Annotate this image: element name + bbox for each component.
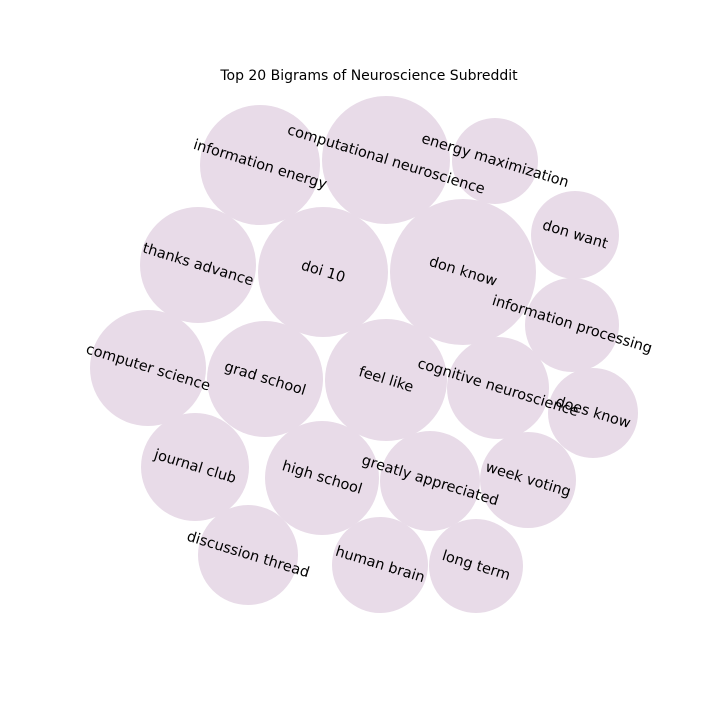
bubble-high-school [265,421,379,535]
bubble-information-processing [525,278,619,372]
bubble-don-want [531,191,619,279]
bubble-does-know [548,368,638,458]
bubble-computational-neuroscience [322,96,450,224]
bubble-feel-like [325,319,447,441]
bubble-discussion-thread [198,505,298,605]
bubble-energy-maximization [452,118,538,204]
bubble-don-know [390,199,536,345]
bubble-computer-science [90,310,206,426]
chart-title: Top 20 Bigrams of Neuroscience Subreddit [219,68,518,84]
bubble-week-voting [480,432,576,528]
bubble-information-energy [200,105,320,225]
bubble-human-brain [332,517,428,613]
bubble-thanks-advance [140,207,256,323]
bubble-doi-10 [258,207,388,337]
bubbles-layer [90,96,638,613]
bubble-long-term [429,519,523,613]
bubble-journal-club [141,413,249,521]
bubble-grad-school [207,321,323,437]
bubble-cognitive-neuroscience [447,337,549,439]
bubble-greatly-appreciated [380,431,480,531]
